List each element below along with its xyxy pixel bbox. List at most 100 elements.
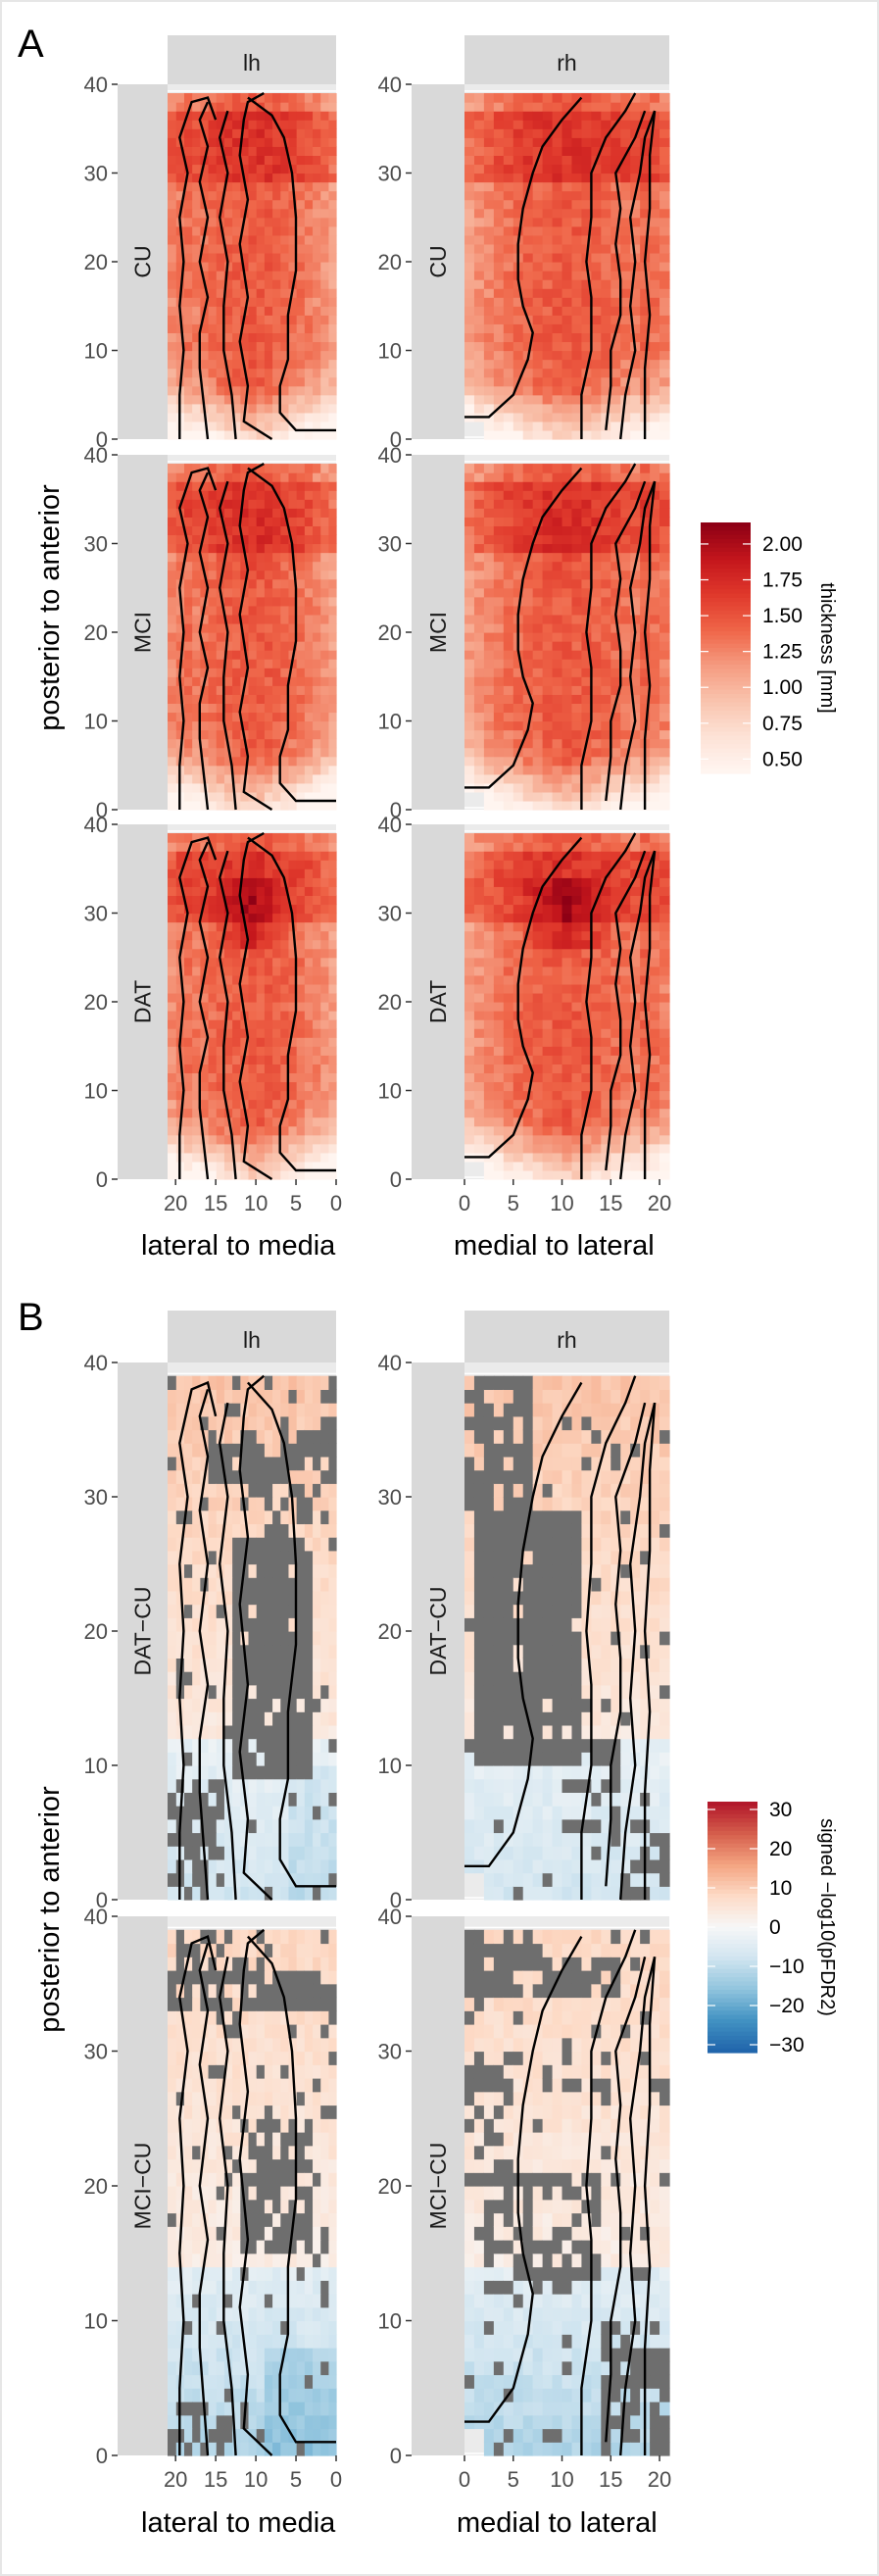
heatmap-cell xyxy=(464,921,475,932)
heatmap-cell xyxy=(319,217,329,227)
heatmap-cell xyxy=(327,668,337,677)
heatmap-cell xyxy=(571,1046,583,1056)
heatmap-cell xyxy=(304,668,314,677)
heatmap-cell xyxy=(264,782,273,793)
heatmap-cell xyxy=(601,720,611,731)
heatmap-cell xyxy=(483,773,495,784)
heatmap-cell xyxy=(473,877,485,887)
heatmap-cell xyxy=(312,155,321,166)
heatmap-cell xyxy=(473,851,485,861)
heatmap-cell xyxy=(464,332,475,343)
heatmap-cell xyxy=(327,243,337,254)
heatmap-cell xyxy=(493,1134,505,1145)
heatmap-cell xyxy=(493,948,505,959)
heatmap-cell xyxy=(191,164,201,174)
heatmap-cell xyxy=(239,1072,249,1083)
heatmap-cell xyxy=(168,128,176,138)
heatmap-cell xyxy=(552,1011,563,1020)
heatmap-cell xyxy=(464,587,475,598)
heatmap-cell xyxy=(552,297,563,307)
heatmap-cell xyxy=(296,1161,305,1171)
heatmap-cell xyxy=(591,712,602,722)
heatmap-cell xyxy=(191,517,201,526)
heatmap-cell xyxy=(620,791,631,802)
heatmap-cell xyxy=(287,1081,297,1092)
heatmap-cell xyxy=(216,243,224,254)
heatmap-cell xyxy=(287,605,297,616)
heatmap-cell xyxy=(542,297,554,307)
heatmap-cell xyxy=(591,1019,602,1029)
heatmap-cell xyxy=(199,376,209,387)
heatmap-cell xyxy=(571,622,583,633)
heatmap-cell xyxy=(312,517,321,526)
heatmap-cell xyxy=(581,676,592,686)
heatmap-cell xyxy=(312,306,321,316)
heatmap-cell xyxy=(191,128,201,138)
heatmap-cell xyxy=(223,306,233,316)
heatmap-cell xyxy=(175,111,184,121)
heatmap-cell xyxy=(279,729,289,740)
heatmap-cell xyxy=(659,578,670,589)
heatmap-cell xyxy=(483,464,495,473)
heatmap-cell xyxy=(223,217,233,227)
heatmap-cell xyxy=(483,904,495,915)
heatmap-cell xyxy=(271,1152,281,1163)
heatmap-cell xyxy=(231,957,241,967)
heatmap-cell xyxy=(659,974,670,985)
heatmap-cell xyxy=(319,164,329,174)
heatmap-cell xyxy=(207,641,217,651)
heatmap-cell xyxy=(659,385,670,396)
heatmap-cell xyxy=(279,472,289,482)
heatmap-cell xyxy=(513,306,524,316)
heatmap-cell xyxy=(630,552,641,563)
heatmap-cell xyxy=(493,694,505,704)
heatmap-cell xyxy=(493,262,505,272)
heatmap-cell xyxy=(304,323,314,333)
heatmap-cell xyxy=(256,323,265,333)
heatmap-cell xyxy=(207,974,217,985)
heatmap-cell xyxy=(247,93,257,103)
heatmap-cell xyxy=(610,315,621,324)
heatmap-cell xyxy=(191,199,201,210)
heatmap-cell xyxy=(207,225,217,236)
heatmap-cell xyxy=(207,93,217,103)
heatmap-cell xyxy=(620,1099,631,1110)
heatmap-cell xyxy=(216,1081,224,1092)
heatmap-cell xyxy=(191,877,201,887)
heatmap-cell xyxy=(183,1037,193,1047)
heatmap-cell xyxy=(532,578,544,589)
heatmap-cell xyxy=(630,694,641,704)
heatmap-cell xyxy=(650,1081,660,1092)
heatmap-cell xyxy=(304,1125,314,1136)
heatmap-cell xyxy=(522,1002,534,1012)
heatmap-cell xyxy=(327,1090,337,1101)
heatmap-cell xyxy=(650,877,660,887)
heatmap-cell xyxy=(312,137,321,147)
heatmap-cell xyxy=(279,543,289,554)
heatmap-cell xyxy=(503,851,514,861)
heatmap-cell xyxy=(199,921,209,932)
heatmap-cell xyxy=(562,1028,573,1038)
heatmap-cell xyxy=(183,877,193,887)
heatmap-cell xyxy=(552,738,563,749)
heatmap-cell xyxy=(247,860,257,869)
heatmap-cell xyxy=(630,1116,641,1127)
row-strip xyxy=(118,1362,168,1900)
heatmap-cell xyxy=(581,297,592,307)
heatmap-cell xyxy=(207,957,217,967)
heatmap-cell xyxy=(216,359,224,370)
heatmap-cell xyxy=(239,464,249,473)
heatmap-cell xyxy=(601,208,611,219)
heatmap-cell xyxy=(581,650,592,660)
heatmap-cell xyxy=(239,499,249,509)
heatmap-cell xyxy=(591,1116,602,1127)
heatmap-cell xyxy=(216,1099,224,1110)
heatmap-cell xyxy=(571,886,583,896)
heatmap-cell xyxy=(473,1028,485,1038)
heatmap-cell xyxy=(279,481,289,491)
heatmap-cell xyxy=(483,685,495,695)
heatmap-cell xyxy=(231,782,241,793)
heatmap-cell xyxy=(473,1134,485,1145)
heatmap-cell xyxy=(542,939,554,950)
heatmap-cell xyxy=(279,1072,289,1083)
